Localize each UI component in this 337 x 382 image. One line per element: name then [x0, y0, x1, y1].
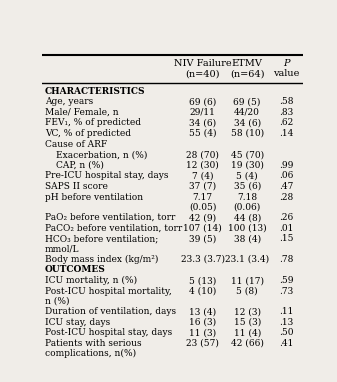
- Text: PaO₂ before ventilation, torr: PaO₂ before ventilation, torr: [45, 213, 175, 222]
- Text: .01: .01: [279, 224, 294, 233]
- Text: .83: .83: [279, 108, 294, 117]
- Text: .47: .47: [279, 182, 294, 191]
- Text: ETMV: ETMV: [232, 59, 263, 68]
- Text: 19 (30): 19 (30): [231, 161, 264, 170]
- Text: 5 (4): 5 (4): [236, 172, 258, 180]
- Text: 45 (70): 45 (70): [231, 150, 264, 159]
- Text: 5 (8): 5 (8): [236, 286, 258, 296]
- Text: CAP, n (%): CAP, n (%): [57, 161, 104, 170]
- Text: .26: .26: [279, 213, 294, 222]
- Text: 42 (66): 42 (66): [231, 339, 264, 348]
- Text: mmol/L: mmol/L: [45, 244, 79, 253]
- Text: 100 (13): 100 (13): [228, 224, 267, 233]
- Text: (n=64): (n=64): [230, 70, 265, 78]
- Text: P: P: [283, 59, 289, 68]
- Text: VC, % of predicted: VC, % of predicted: [45, 129, 131, 138]
- Text: (n=40): (n=40): [185, 70, 220, 78]
- Text: 23 (57): 23 (57): [186, 339, 219, 348]
- Text: pH before ventilation: pH before ventilation: [45, 193, 143, 202]
- Text: value: value: [273, 70, 300, 78]
- Text: .62: .62: [279, 118, 294, 128]
- Text: 35 (6): 35 (6): [234, 182, 261, 191]
- Text: (0.06): (0.06): [234, 202, 261, 212]
- Text: 39 (5): 39 (5): [189, 234, 216, 243]
- Text: 7 (4): 7 (4): [192, 172, 214, 180]
- Text: Patients with serious: Patients with serious: [45, 339, 141, 348]
- Text: CHARACTERISTICS: CHARACTERISTICS: [45, 87, 145, 96]
- Text: 16 (3): 16 (3): [189, 318, 216, 327]
- Text: .99: .99: [279, 161, 294, 170]
- Text: ICU mortality, n (%): ICU mortality, n (%): [45, 276, 137, 285]
- Text: Male/ Female, n: Male/ Female, n: [45, 108, 118, 117]
- Text: .28: .28: [279, 193, 294, 202]
- Text: .59: .59: [279, 276, 294, 285]
- Text: OUTCOMES: OUTCOMES: [45, 265, 105, 275]
- Text: 5 (13): 5 (13): [189, 276, 216, 285]
- Text: 4 (10): 4 (10): [189, 286, 216, 296]
- Text: 13 (4): 13 (4): [189, 307, 216, 316]
- Text: .06: .06: [279, 172, 294, 180]
- Text: 23.1 (3.4): 23.1 (3.4): [225, 255, 269, 264]
- Text: 7.17: 7.17: [193, 193, 213, 202]
- Text: 44 (8): 44 (8): [234, 213, 261, 222]
- Text: Duration of ventilation, days: Duration of ventilation, days: [45, 307, 176, 316]
- Text: complications, n(%): complications, n(%): [45, 349, 136, 358]
- Text: 38 (4): 38 (4): [234, 234, 261, 243]
- Text: .58: .58: [279, 97, 294, 106]
- Text: Body mass index (kg/m²): Body mass index (kg/m²): [45, 255, 158, 264]
- Text: 42 (9): 42 (9): [189, 213, 216, 222]
- Text: 107 (14): 107 (14): [183, 224, 222, 233]
- Text: 34 (6): 34 (6): [234, 118, 261, 128]
- Text: .15: .15: [279, 234, 294, 243]
- Text: 44/20: 44/20: [234, 108, 260, 117]
- Text: .14: .14: [279, 129, 294, 138]
- Text: 58 (10): 58 (10): [231, 129, 264, 138]
- Text: 11 (4): 11 (4): [234, 329, 261, 337]
- Text: 37 (7): 37 (7): [189, 182, 216, 191]
- Text: .41: .41: [279, 339, 294, 348]
- Text: 15 (3): 15 (3): [234, 318, 261, 327]
- Text: Age, years: Age, years: [45, 97, 93, 106]
- Text: 12 (30): 12 (30): [186, 161, 219, 170]
- Text: PaCO₂ before ventilation, torr: PaCO₂ before ventilation, torr: [45, 224, 182, 233]
- Text: Post-ICU hospital stay, days: Post-ICU hospital stay, days: [45, 329, 172, 337]
- Text: 69 (5): 69 (5): [234, 97, 261, 106]
- Text: .11: .11: [279, 307, 294, 316]
- Text: (0.05): (0.05): [189, 202, 216, 212]
- Text: ICU stay, days: ICU stay, days: [45, 318, 110, 327]
- Text: 11 (17): 11 (17): [231, 276, 264, 285]
- Text: 23.3 (3.7): 23.3 (3.7): [181, 255, 225, 264]
- Text: Exacerbation, n (%): Exacerbation, n (%): [57, 150, 148, 159]
- Text: Pre-ICU hospital stay, days: Pre-ICU hospital stay, days: [45, 172, 168, 180]
- Text: SAPS II score: SAPS II score: [45, 182, 108, 191]
- Text: n (%): n (%): [45, 297, 69, 306]
- Text: HCO₃ before ventilation;: HCO₃ before ventilation;: [45, 234, 158, 243]
- Text: Cause of ARF: Cause of ARF: [45, 139, 107, 149]
- Text: .78: .78: [279, 255, 294, 264]
- Text: 29/11: 29/11: [190, 108, 216, 117]
- Text: 34 (6): 34 (6): [189, 118, 216, 128]
- Text: .13: .13: [279, 318, 294, 327]
- Text: 69 (6): 69 (6): [189, 97, 216, 106]
- Text: NIV Failure: NIV Failure: [174, 59, 232, 68]
- Text: .73: .73: [279, 286, 294, 296]
- Text: FEV₁, % of predicted: FEV₁, % of predicted: [45, 118, 141, 128]
- Text: 12 (3): 12 (3): [234, 307, 261, 316]
- Text: 11 (3): 11 (3): [189, 329, 216, 337]
- Text: 28 (70): 28 (70): [186, 150, 219, 159]
- Text: 55 (4): 55 (4): [189, 129, 216, 138]
- Text: 7.18: 7.18: [237, 193, 257, 202]
- Text: Post-ICU hospital mortality,: Post-ICU hospital mortality,: [45, 286, 172, 296]
- Text: .50: .50: [279, 329, 294, 337]
